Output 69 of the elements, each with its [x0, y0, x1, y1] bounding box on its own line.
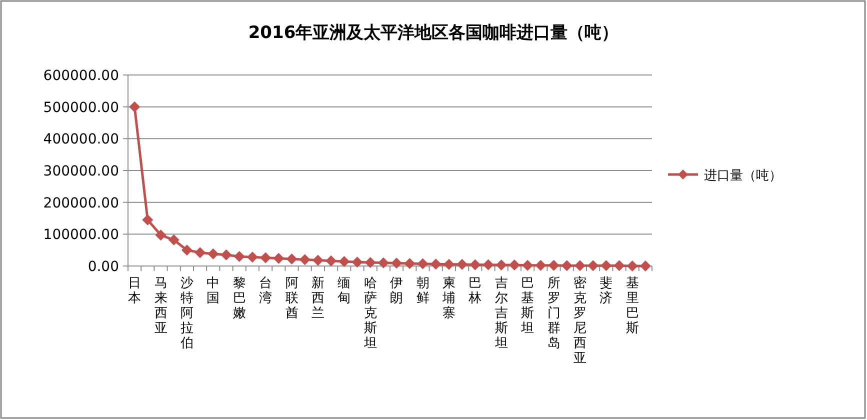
point: [326, 255, 337, 266]
point: [404, 258, 416, 269]
x-tick-label: 新西兰: [311, 276, 324, 321]
point: [640, 260, 651, 272]
y-tick-label: 100000.00: [43, 227, 119, 244]
point: [129, 101, 140, 112]
point: [378, 257, 389, 268]
y-tick-label: 300000.00: [43, 164, 119, 180]
x-tick-label: 密克罗尼西亚: [573, 276, 586, 366]
point: [273, 252, 284, 264]
point: [574, 260, 586, 272]
point: [286, 253, 298, 264]
x-tick-label: 黎巴嫩: [232, 276, 246, 321]
y-tick-label: 500000.00: [43, 100, 119, 116]
x-tick-label: 巴林: [468, 276, 482, 306]
x-tick-label: 哈萨克斯坦: [362, 276, 377, 351]
point: [338, 256, 350, 268]
point: [522, 260, 534, 271]
point: [352, 256, 363, 268]
point: [561, 260, 572, 272]
point: [155, 230, 166, 241]
x-tick-label: 马来西亚: [154, 276, 168, 336]
point: [364, 257, 376, 268]
point: [456, 258, 468, 270]
point: [626, 260, 638, 272]
x-tick-label: 巴基斯坦: [520, 276, 534, 336]
y-tick-label: 400000.00: [43, 132, 119, 148]
point: [260, 252, 272, 264]
y-tick-label: 200000.00: [43, 195, 119, 212]
point: [220, 249, 232, 260]
x-tick-label: 朝鲜: [416, 276, 430, 306]
point: [208, 248, 219, 260]
point: [443, 258, 454, 270]
point: [246, 252, 258, 263]
x-tick-label: 所罗门群岛: [547, 276, 560, 351]
point: [496, 260, 507, 271]
y-tick-label: 0.00: [88, 259, 119, 275]
point: [391, 258, 402, 269]
x-tick-label: 柬埔寨: [441, 276, 456, 321]
x-tick-label: 台湾: [259, 276, 272, 306]
chart-title: 2016年亚洲及太平洋地区各国咖啡进口量（吨）: [248, 23, 619, 43]
x-tick-label: 阿联酋: [285, 276, 298, 321]
point: [312, 254, 324, 266]
x-tick-label: 伊朗: [390, 276, 404, 306]
point: [508, 260, 520, 271]
x-tick-label: 日本: [128, 276, 142, 306]
x-tick-label: 沙特阿拉伯: [179, 276, 194, 351]
y-tick-label: 600000.00: [43, 68, 119, 84]
point: [142, 214, 154, 226]
point: [548, 260, 560, 271]
x-tick-label: 缅甸: [338, 276, 351, 306]
x-tick-label: 中国: [206, 276, 220, 306]
point: [234, 250, 245, 262]
legend-label: 进口量（吨）: [704, 168, 782, 184]
point: [430, 258, 442, 270]
point: [194, 247, 206, 258]
point: [600, 260, 612, 272]
point: [417, 258, 428, 270]
x-tick-label: 基里巴斯: [626, 276, 639, 336]
point: [470, 259, 481, 270]
x-tick-label: 吉尔吉斯坦: [494, 276, 508, 351]
x-tick-label: 斐济: [600, 276, 613, 306]
point: [588, 260, 599, 272]
point: [168, 234, 180, 246]
point: [535, 260, 546, 271]
point: [482, 259, 494, 270]
point: [299, 254, 310, 266]
point: [614, 260, 625, 272]
point: [181, 244, 192, 256]
